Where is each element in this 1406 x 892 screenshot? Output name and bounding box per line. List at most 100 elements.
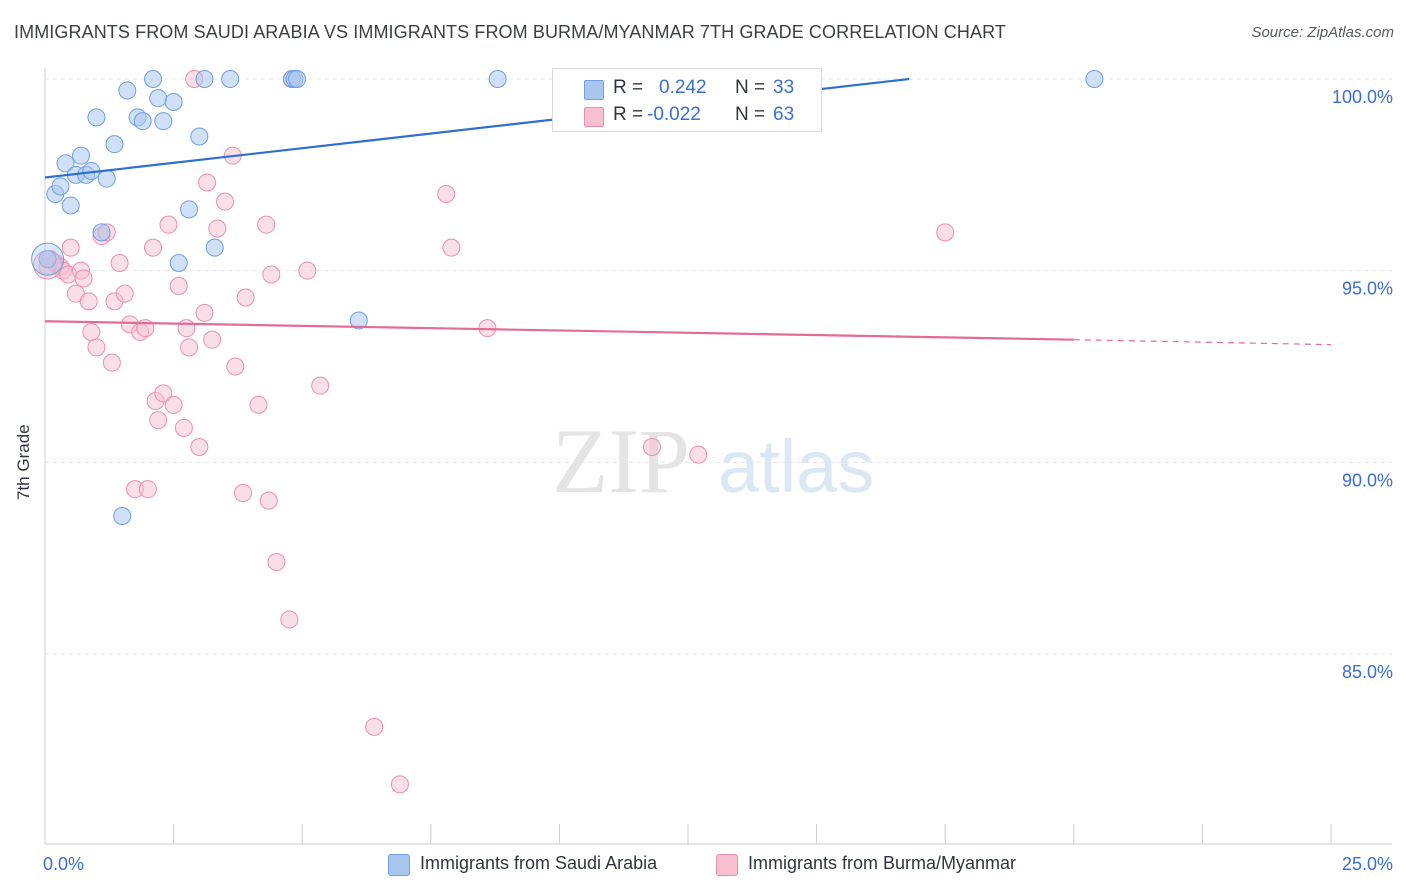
saudi-point	[105, 135, 124, 154]
burma-point	[87, 338, 106, 357]
saudi-point	[488, 70, 507, 88]
x-tick-label: 25.0%	[1342, 854, 1393, 874]
burma-point	[177, 319, 196, 338]
burma-point	[169, 277, 188, 295]
burma-point	[154, 384, 173, 403]
saudi-point	[149, 89, 168, 108]
burma-point	[234, 484, 253, 502]
watermark-zip: ZIP	[552, 410, 690, 512]
burma-point	[236, 288, 255, 307]
burma-point	[61, 238, 80, 257]
chart-title: IMMIGRANTS FROM SAUDI ARABIA VS IMMIGRAN…	[14, 22, 1006, 42]
watermark: ZIP atlas	[552, 410, 874, 512]
saudi-point	[133, 112, 152, 131]
burma-point	[190, 438, 209, 456]
burma-point	[74, 269, 93, 288]
saudi-point	[1085, 70, 1104, 88]
legend-r-label: R =	[613, 77, 644, 98]
saudi-point	[288, 70, 307, 88]
y-tick-label: 100.0%	[1332, 87, 1393, 107]
legend-label-saudi: Immigrants from Saudi Arabia	[420, 853, 658, 873]
legend-n-label: N =	[735, 77, 766, 98]
legend-label-burma: Immigrants from Burma/Myanmar	[748, 853, 1017, 873]
legend-n-label: N =	[735, 104, 766, 125]
burma-point	[259, 491, 278, 510]
saudi-point	[38, 250, 57, 269]
burma-point	[365, 717, 384, 736]
x-tick-labels: 0.0% 25.0%	[43, 854, 1393, 874]
burma-point	[174, 418, 193, 437]
burma-point	[267, 553, 286, 571]
burma-point	[110, 254, 129, 272]
burma-point	[390, 775, 409, 794]
burma-point	[226, 357, 245, 376]
burma-point	[442, 238, 461, 257]
burma-point	[144, 238, 163, 257]
saudi-point	[92, 223, 111, 242]
axes	[44, 68, 1392, 845]
saudi-point	[31, 242, 65, 276]
saudi-point	[118, 81, 137, 100]
saudi-point	[56, 154, 75, 173]
saudi-point	[221, 70, 240, 88]
burma-point	[280, 610, 299, 629]
legend-swatch-burma	[716, 854, 738, 876]
burma-point	[149, 411, 168, 430]
saudi-point	[51, 177, 70, 196]
source-label: Source: ZipAtlas.com	[1251, 24, 1394, 41]
legend-swatch-saudi	[388, 854, 410, 876]
y-tick-label: 85.0%	[1342, 662, 1393, 682]
gridlines	[45, 78, 1392, 655]
burma-point	[216, 192, 235, 211]
x-tick-label: 0.0%	[43, 854, 84, 874]
burma-point	[936, 223, 955, 242]
legend-r-label: R =	[613, 104, 644, 125]
saudi-point	[113, 507, 132, 525]
saudi-point	[144, 70, 163, 88]
stats-legend: R = 0.242 N = 33 R = -0.022 N = 63	[552, 68, 822, 132]
legend-r-value: -0.022	[647, 104, 701, 125]
burma-point	[195, 303, 214, 322]
burma-point	[82, 323, 101, 341]
burma-point	[79, 292, 98, 311]
trend-line-burma-extension	[1073, 339, 1332, 346]
saudi-point	[195, 70, 214, 88]
saudi-point	[205, 238, 224, 257]
saudi-point	[154, 112, 173, 131]
burma-point	[298, 261, 317, 280]
burma-point	[257, 215, 276, 234]
legend-n-value: 33	[773, 77, 795, 98]
burma-point	[138, 480, 157, 499]
burma-point	[689, 445, 708, 464]
legend-swatch-burma	[584, 107, 604, 127]
y-tick-labels: 85.0% 90.0% 95.0% 100.0%	[1332, 87, 1393, 682]
burma-point	[642, 438, 661, 456]
burma-point	[115, 284, 134, 303]
series-saudi-points	[31, 70, 1104, 525]
saudi-point	[61, 196, 80, 215]
legend-row-saudi: R = 0.242 N = 33	[553, 73, 821, 101]
saudi-point	[169, 254, 188, 272]
watermark-atlas: atlas	[718, 425, 874, 508]
burma-point	[262, 265, 281, 284]
burma-point	[164, 395, 183, 414]
legend-r-value: 0.242	[659, 77, 707, 98]
saudi-point	[180, 200, 199, 219]
y-axis-label: 7th Grade	[14, 424, 33, 500]
y-tick-label: 90.0%	[1342, 470, 1393, 490]
trend-line-burma	[44, 320, 1074, 341]
burma-point	[437, 185, 456, 203]
saudi-point	[72, 146, 91, 165]
burma-point	[198, 173, 217, 192]
burma-point	[208, 219, 227, 238]
y-tick-label: 95.0%	[1342, 279, 1393, 299]
burma-point	[159, 215, 178, 234]
saudi-point	[87, 108, 106, 127]
burma-point	[311, 376, 330, 395]
legend-swatch-saudi	[584, 80, 604, 100]
burma-point	[180, 338, 199, 357]
saudi-point	[97, 169, 116, 188]
burma-point	[203, 330, 222, 349]
legend-row-burma: R = -0.022 N = 63	[553, 100, 821, 128]
